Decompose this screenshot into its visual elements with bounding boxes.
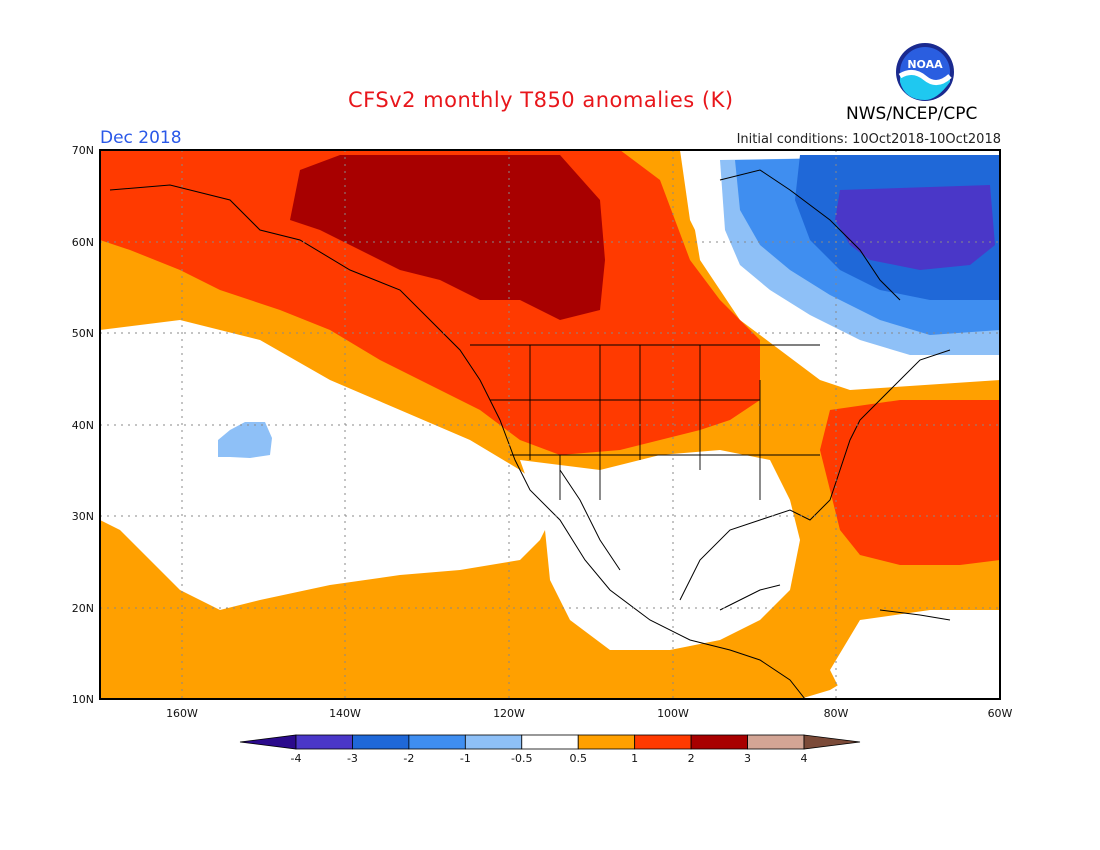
colorbar-label: -4	[291, 752, 302, 765]
high-east-coast	[820, 400, 1000, 565]
noaa-logo: NOAA	[896, 43, 954, 101]
lon-label: 80W	[824, 707, 849, 720]
lat-label: 60N	[72, 236, 94, 249]
lat-label: 40N	[72, 419, 94, 432]
lon-label: 160W	[166, 707, 198, 720]
lat-label: 30N	[72, 510, 94, 523]
lat-axis: 70N 60N 50N 40N 30N 20N 10N	[72, 144, 94, 706]
colorbar-high-arrow	[803, 734, 861, 750]
colorbar-swatch	[408, 734, 466, 750]
neutral-mexico	[520, 450, 800, 650]
neutral-caribbean	[830, 610, 1000, 699]
colorbar-swatch	[690, 734, 748, 750]
lat-label: 20N	[72, 602, 94, 615]
colorbar-swatch	[295, 734, 353, 750]
logo-text: NOAA	[907, 58, 943, 71]
colorbar-label: -2	[403, 752, 414, 765]
lon-label: 140W	[329, 707, 361, 720]
political-borders	[470, 344, 820, 500]
colorbar-swatch	[352, 734, 410, 750]
lat-label: 10N	[72, 693, 94, 706]
lon-label: 100W	[657, 707, 689, 720]
colorbar-label: 1	[631, 752, 638, 765]
anomaly-fields	[100, 150, 1000, 699]
graticule	[100, 150, 1000, 699]
lon-label: 60W	[988, 707, 1013, 720]
chart-title: CFSv2 monthly T850 anomalies (K)	[348, 88, 734, 112]
lat-label: 70N	[72, 144, 94, 157]
lat-label: 50N	[72, 327, 94, 340]
valid-month-label: Dec 2018	[100, 128, 182, 148]
map-frame	[99, 149, 1001, 700]
colorbar-label: -1	[460, 752, 471, 765]
coastlines	[109, 169, 951, 699]
colorbar-label: -3	[347, 752, 358, 765]
lon-axis: 160W 140W 120W 100W 80W 60W	[166, 707, 1012, 720]
initial-conditions-label: Initial conditions: 10Oct2018-10Oct2018	[736, 132, 1001, 147]
very-high-warm-region	[290, 155, 605, 320]
colorbar-label: 0.5	[569, 752, 587, 765]
colorbar-low-arrow	[239, 734, 297, 750]
neutral-pacific	[100, 320, 560, 610]
colorbar-swatch	[464, 734, 523, 750]
colorbar-label: 3	[744, 752, 751, 765]
lon-label: 120W	[493, 707, 525, 720]
agency-label: NWS/NCEP/CPC	[846, 104, 978, 124]
colorbar-swatch	[577, 734, 636, 750]
colorbar-legend: -4 -3 -2 -1 -0.5 0.5 1 2 3 4	[239, 734, 861, 765]
colorbar-label: 2	[688, 752, 695, 765]
coldest-region	[835, 185, 995, 270]
slight-cold-pacific-patch	[218, 422, 272, 458]
colorbar-swatch	[634, 734, 692, 750]
colorbar-label: 4	[801, 752, 808, 765]
colorbar-swatch	[747, 734, 805, 750]
colorbar-label: -0.5	[511, 752, 532, 765]
colorbar-swatch	[521, 734, 579, 750]
